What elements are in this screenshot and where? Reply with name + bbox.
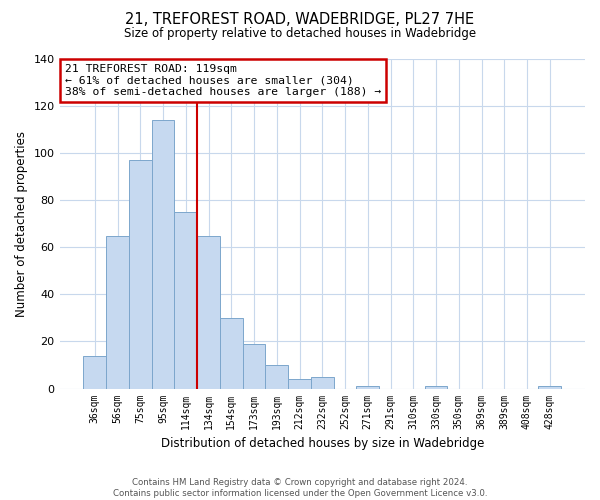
Bar: [106, 236, 129, 388]
Y-axis label: Number of detached properties: Number of detached properties: [15, 131, 28, 317]
Bar: [175, 212, 197, 388]
Text: 21 TREFOREST ROAD: 119sqm
← 61% of detached houses are smaller (304)
38% of semi: 21 TREFOREST ROAD: 119sqm ← 61% of detac…: [65, 64, 381, 97]
Bar: [538, 386, 561, 388]
Bar: [311, 377, 334, 388]
Bar: [83, 356, 106, 388]
Text: Size of property relative to detached houses in Wadebridge: Size of property relative to detached ho…: [124, 28, 476, 40]
X-axis label: Distribution of detached houses by size in Wadebridge: Distribution of detached houses by size …: [161, 437, 484, 450]
Bar: [242, 344, 265, 389]
Bar: [356, 386, 379, 388]
Bar: [220, 318, 242, 388]
Bar: [152, 120, 175, 388]
Bar: [129, 160, 152, 388]
Text: Contains HM Land Registry data © Crown copyright and database right 2024.
Contai: Contains HM Land Registry data © Crown c…: [113, 478, 487, 498]
Bar: [197, 236, 220, 388]
Bar: [265, 365, 288, 388]
Text: 21, TREFOREST ROAD, WADEBRIDGE, PL27 7HE: 21, TREFOREST ROAD, WADEBRIDGE, PL27 7HE: [125, 12, 475, 28]
Bar: [425, 386, 448, 388]
Bar: [288, 379, 311, 388]
